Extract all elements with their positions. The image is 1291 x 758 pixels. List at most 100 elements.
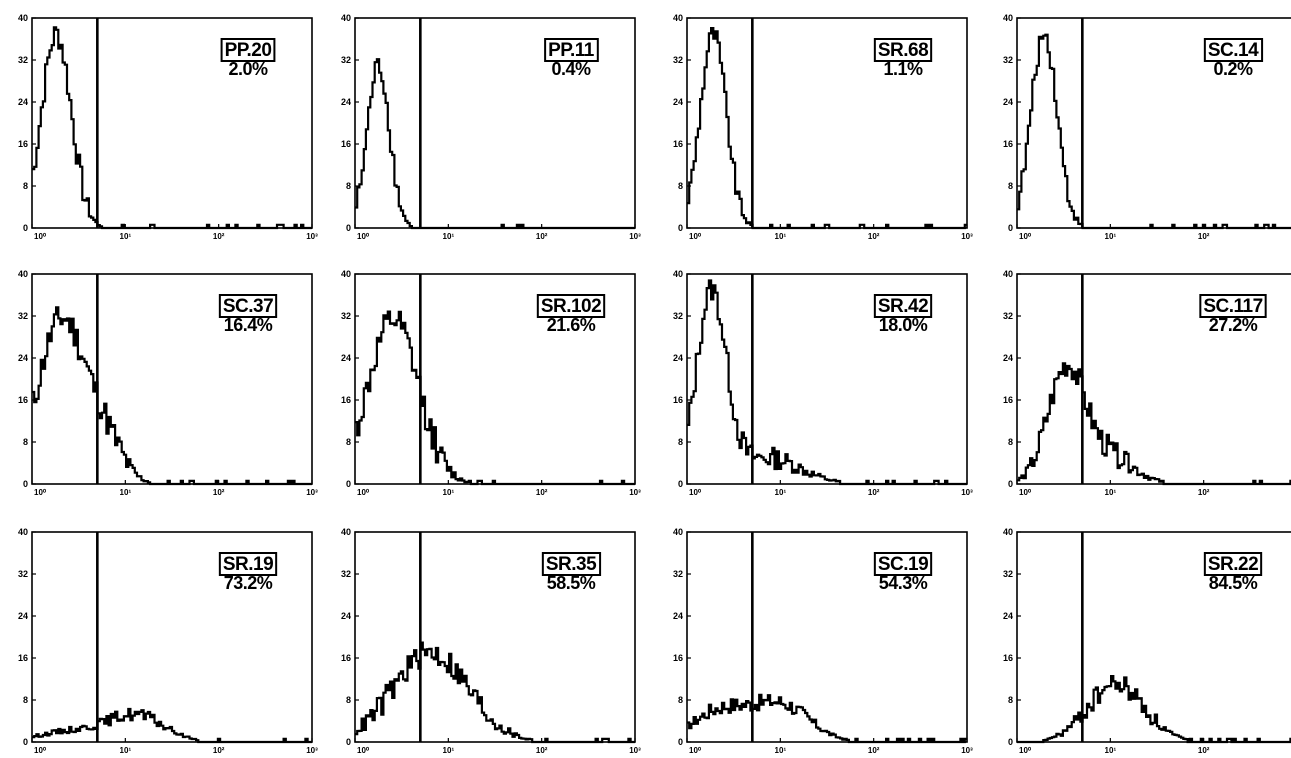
- y-tick-label: 32: [673, 55, 683, 65]
- x-tick-label: 10³: [961, 746, 973, 755]
- sample-label-box: [873, 38, 933, 62]
- y-tick-label: 16: [341, 395, 351, 405]
- y-tick-label: 16: [1003, 653, 1013, 663]
- plot-frame: [354, 531, 636, 743]
- histogram-trace: [687, 279, 967, 486]
- y-tick-label: 24: [673, 353, 683, 363]
- y-tick-label: 8: [346, 181, 351, 191]
- y-tick-label: 16: [1003, 395, 1013, 405]
- y-tick-label: 24: [673, 611, 683, 621]
- percent-positive: 18.0%: [879, 315, 928, 335]
- histogram-trace: [1017, 362, 1291, 486]
- x-tick-label: 10²: [536, 746, 548, 755]
- y-tick-label: 32: [341, 311, 351, 321]
- y-tick-label: 24: [1003, 353, 1013, 363]
- y-tick-label: 24: [18, 97, 28, 107]
- histogram-trace: [1017, 33, 1291, 230]
- x-tick-label: 10¹: [1105, 746, 1117, 755]
- percent-positive: 58.5%: [547, 573, 596, 593]
- percent-positive: 1.1%: [883, 59, 923, 79]
- x-tick-label: 10³: [961, 232, 973, 241]
- y-tick-label: 40: [673, 269, 683, 279]
- plot-frame: [686, 273, 968, 485]
- y-tick-label: 16: [18, 139, 28, 149]
- x-tick-label: 10²: [213, 488, 225, 497]
- histogram-trace: [355, 58, 635, 230]
- y-tick-label: 24: [1003, 97, 1013, 107]
- sample-label-box: [544, 38, 599, 62]
- sample-label: SR.22: [1208, 554, 1258, 575]
- plot-frame: [686, 17, 968, 229]
- y-tick-label: 0: [23, 737, 28, 747]
- y-tick-label: 32: [18, 569, 28, 579]
- sample-label: SC.19: [878, 554, 928, 575]
- y-tick-label: 8: [23, 695, 28, 705]
- y-tick-label: 40: [18, 527, 28, 537]
- y-tick-label: 24: [341, 611, 351, 621]
- histogram-panel: 0 8 16 24 32 40 10⁰ 10¹ 10² 10³ PP.110.4%: [341, 13, 641, 241]
- x-tick-label: 10²: [1198, 232, 1210, 241]
- sample-label: PP.20: [225, 40, 272, 61]
- percent-positive: 27.2%: [1209, 315, 1258, 335]
- x-tick-label: 10³: [629, 746, 641, 755]
- x-tick-label: 10⁰: [1019, 232, 1032, 241]
- x-tick-label: 10⁰: [689, 488, 702, 497]
- x-tick-label: 10²: [536, 232, 548, 241]
- x-tick-label: 10⁰: [357, 488, 370, 497]
- y-tick-label: 8: [1008, 437, 1013, 447]
- histogram-trace: [1017, 675, 1291, 744]
- y-tick-label: 24: [18, 353, 28, 363]
- y-tick-label: 40: [341, 13, 351, 23]
- y-tick-label: 40: [1003, 527, 1013, 537]
- y-tick-label: 0: [346, 223, 351, 233]
- sample-label-box: [873, 552, 933, 576]
- y-tick-label: 8: [23, 181, 28, 191]
- x-tick-label: 10³: [306, 232, 318, 241]
- histogram-trace: [355, 641, 635, 744]
- sample-label-box: [218, 294, 278, 318]
- y-tick-label: 8: [678, 695, 683, 705]
- sample-label-box: [541, 552, 602, 576]
- histogram-panel: 0 8 16 24 32 40 10⁰ 10¹ 10² 10³ SR.681.1%: [673, 13, 973, 241]
- y-tick-label: 40: [1003, 269, 1013, 279]
- y-tick-label: 0: [678, 479, 683, 489]
- histogram-panel: 0 8 16 24 32 40 10⁰ 10¹ 10² 10³ PP.202.0%: [18, 13, 318, 241]
- x-tick-label: 10³: [629, 232, 641, 241]
- x-tick-label: 10⁰: [357, 232, 370, 241]
- y-tick-label: 32: [1003, 569, 1013, 579]
- y-tick-label: 40: [673, 13, 683, 23]
- x-tick-label: 10⁰: [34, 232, 47, 241]
- x-tick-label: 10²: [213, 746, 225, 755]
- y-tick-label: 0: [346, 737, 351, 747]
- y-tick-label: 32: [673, 311, 683, 321]
- y-tick-label: 32: [18, 311, 28, 321]
- histogram-trace: [32, 26, 312, 230]
- y-tick-label: 8: [1008, 181, 1013, 191]
- x-tick-label: 10⁰: [689, 232, 702, 241]
- y-tick-label: 0: [1008, 223, 1013, 233]
- histogram-trace: [687, 693, 967, 744]
- y-tick-label: 16: [341, 653, 351, 663]
- x-tick-label: 10¹: [443, 232, 455, 241]
- percent-positive: 21.6%: [547, 315, 596, 335]
- sample-label: SR.42: [878, 296, 928, 317]
- y-tick-label: 0: [1008, 737, 1013, 747]
- plot-frame: [686, 531, 968, 743]
- x-tick-label: 10¹: [775, 488, 787, 497]
- histogram-trace: [687, 27, 967, 230]
- y-tick-label: 8: [346, 437, 351, 447]
- sample-label: SR.19: [223, 554, 273, 575]
- x-tick-label: 10²: [1198, 746, 1210, 755]
- sample-label-box: [218, 552, 278, 576]
- y-tick-label: 16: [1003, 139, 1013, 149]
- x-tick-label: 10³: [629, 488, 641, 497]
- sample-label-box: [1203, 552, 1263, 576]
- sample-label: SR.102: [541, 296, 601, 317]
- y-tick-label: 40: [18, 13, 28, 23]
- y-tick-label: 40: [341, 269, 351, 279]
- sample-label-box: [220, 38, 276, 62]
- x-tick-label: 10⁰: [34, 746, 47, 755]
